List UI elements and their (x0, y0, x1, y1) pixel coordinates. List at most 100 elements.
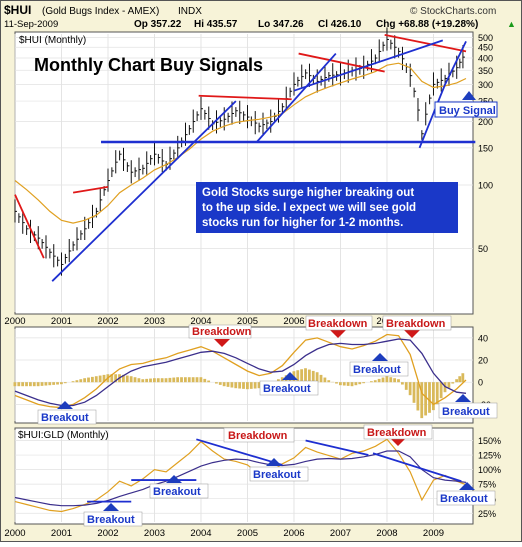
histogram-bar (130, 376, 133, 382)
histogram-bar (354, 382, 357, 385)
histogram-bar (374, 380, 377, 382)
x-tick-label: 2008 (376, 528, 397, 539)
histogram-bar (385, 376, 388, 382)
x-tick-label: 2006 (283, 316, 304, 327)
x-tick-label: 2005 (237, 528, 258, 539)
histogram-bar (14, 382, 17, 386)
breakout-label: Breakout (263, 383, 311, 395)
histogram-bar (351, 382, 354, 386)
y-tick-label: 100 (478, 181, 493, 191)
histogram-bar (87, 378, 90, 383)
histogram-bar (316, 372, 319, 382)
buy-signal-label: Buy Signal (439, 105, 496, 117)
header-date: 11-Sep-2009 (4, 19, 58, 30)
histogram-bar (48, 382, 51, 385)
x-tick-label: 2003 (144, 528, 165, 539)
histogram-bar (83, 378, 86, 382)
histogram-bar (254, 382, 257, 388)
histogram-bar (64, 382, 67, 383)
histogram-bar (223, 382, 226, 386)
histogram-bar (145, 379, 148, 382)
y-tick-label: 350 (478, 66, 493, 76)
x-tick-label: 2000 (4, 316, 25, 327)
histogram-bar (413, 382, 416, 403)
y-tick-label: 75% (478, 480, 496, 490)
histogram-bar (25, 382, 28, 386)
y-tick-label: 50 (478, 244, 488, 254)
histogram-bar (250, 382, 253, 389)
x-tick-label: 2007 (330, 528, 351, 539)
header-low: Lo 347.26 (258, 19, 304, 30)
histogram-bar (153, 378, 156, 382)
y-tick-label: 400 (478, 54, 493, 64)
y-tick-label: 500 (478, 33, 493, 43)
histogram-bar (79, 379, 82, 382)
histogram-bar (432, 382, 435, 410)
histogram-bar (358, 382, 361, 384)
histogram-bar (188, 377, 191, 382)
histogram-bar (339, 382, 342, 385)
breakout-label: Breakout (442, 406, 490, 418)
histogram-bar (192, 377, 195, 382)
histogram-bar (21, 382, 24, 386)
histogram-bar (312, 371, 315, 382)
y-tick-label: 450 (478, 43, 493, 53)
histogram-bar (428, 382, 431, 413)
x-tick-label: 2002 (97, 528, 118, 539)
histogram-bar (378, 379, 381, 382)
change-up-arrow: ▲ (507, 19, 516, 29)
header-symbol: $HUI (4, 3, 31, 17)
histogram-bar (389, 377, 392, 382)
histogram-bar (91, 377, 94, 382)
histogram-bar (199, 377, 202, 382)
histogram-bar (335, 382, 338, 383)
header-open: Op 357.22 (134, 19, 182, 30)
histogram-bar (300, 369, 303, 382)
histogram-bar (238, 382, 241, 388)
x-tick-label: 2006 (283, 528, 304, 539)
histogram-bar (134, 377, 137, 382)
histogram-bar (440, 382, 443, 398)
y-tick-label: 200 (478, 117, 493, 127)
histogram-bar (141, 379, 144, 382)
histogram-bar (52, 382, 55, 385)
histogram-bar (137, 378, 140, 382)
histogram-bar (451, 382, 454, 383)
histogram-bar (343, 382, 346, 385)
header-change: Chg +68.88 (+19.28%) (376, 19, 478, 30)
histogram-bar (416, 382, 419, 410)
histogram-bar (29, 382, 32, 386)
histogram-bar (37, 382, 40, 386)
breakout-label: Breakout (253, 469, 301, 481)
y-tick-label: 20 (478, 356, 488, 366)
histogram-bar (95, 376, 98, 382)
histogram-bar (157, 378, 160, 382)
histogram-bar (230, 382, 233, 387)
histogram-bar (323, 378, 326, 383)
histogram-bar (447, 382, 450, 388)
histogram-bar (304, 368, 307, 382)
histogram-bar (382, 378, 385, 383)
y-tick-label: 25% (478, 509, 496, 519)
histogram-bar (362, 382, 365, 383)
histogram-bar (99, 376, 102, 383)
histogram-bar (409, 382, 412, 395)
histogram-bar (458, 376, 461, 382)
histogram-bar (242, 382, 245, 389)
histogram-bar (56, 382, 59, 384)
callout-line-2: to the up side. I expect we will see gol… (202, 202, 416, 214)
histogram-bar (401, 382, 404, 384)
histogram-bar (424, 382, 427, 415)
header-name: (Gold Bugs Index - AMEX) (42, 6, 159, 17)
y-tick-label: 40 (478, 333, 488, 343)
histogram-bar (393, 378, 396, 382)
breakout-label: Breakout (87, 514, 135, 526)
histogram-bar (75, 380, 78, 382)
header-close: Cl 426.10 (318, 19, 362, 30)
y-tick-label: 150 (478, 143, 493, 153)
chart-headline: Monthly Chart Buy Signals (34, 55, 263, 75)
histogram-bar (165, 378, 168, 382)
histogram-bar (215, 382, 218, 383)
